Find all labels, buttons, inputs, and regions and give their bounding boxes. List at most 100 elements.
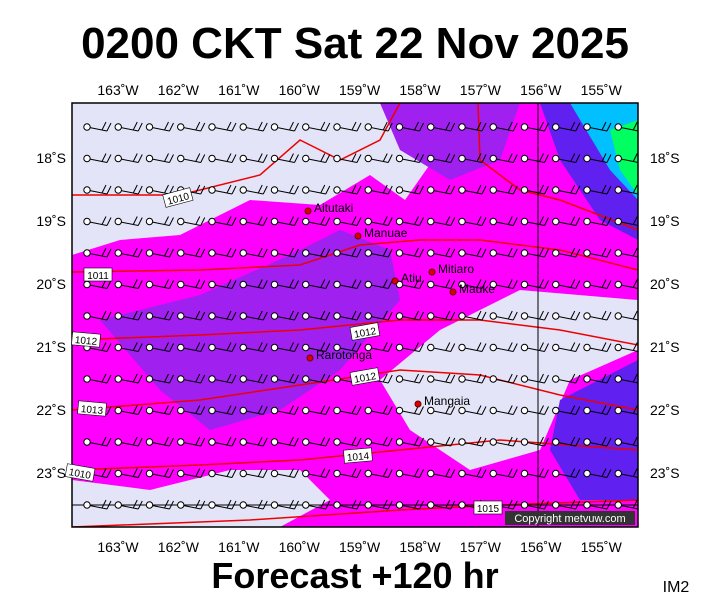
field-high [610, 120, 638, 195]
station [458, 217, 466, 226]
station [208, 469, 216, 478]
labels: 163˚W 163˚W 162˚W 162˚W 161˚W 161˚W 160˚W 160˚W… [36, 82, 679, 555]
station [177, 343, 185, 352]
station [114, 249, 122, 257]
station [145, 406, 154, 415]
station [552, 469, 560, 478]
station [552, 406, 560, 415]
station [458, 249, 466, 257]
station [614, 154, 622, 163]
station [177, 469, 185, 478]
station [208, 123, 216, 131]
place-name: Manuae [364, 226, 408, 240]
lat-label: 19˚S [36, 213, 66, 229]
isobar-label-text: 1014 [347, 451, 371, 464]
station [427, 406, 435, 415]
lon-label: 161˚W [218, 539, 260, 555]
station [520, 438, 529, 446]
station [489, 406, 497, 415]
station [364, 312, 372, 320]
station [427, 501, 435, 509]
station [145, 501, 154, 509]
isobar-label: 1010 [64, 463, 96, 482]
station [489, 469, 497, 478]
station [458, 280, 466, 289]
lon-label: 155˚W [581, 539, 623, 555]
lat-label: 18˚S [36, 150, 66, 166]
station [114, 186, 122, 194]
station [83, 249, 91, 257]
station [302, 469, 310, 478]
station [583, 501, 591, 509]
station [83, 375, 91, 383]
station [427, 469, 435, 478]
station [239, 375, 247, 383]
place-dot [304, 207, 312, 215]
isobar-label-text: 1012 [353, 326, 377, 341]
station [270, 217, 279, 226]
station [489, 217, 497, 226]
station [114, 343, 122, 352]
isobar-label: 1012 [71, 331, 101, 348]
station [114, 312, 122, 320]
station [83, 501, 91, 509]
title: 0200 CKT Sat 22 Nov 2025 [81, 19, 629, 68]
station [583, 406, 591, 415]
station [520, 343, 529, 352]
station [270, 438, 279, 446]
station [145, 280, 154, 289]
station [614, 501, 622, 509]
lon-label: 156˚W [520, 82, 562, 98]
station [520, 375, 529, 383]
station [239, 406, 247, 415]
lat-label: 19˚S [650, 213, 680, 229]
isobar-label: 1012 [349, 367, 381, 386]
station [489, 438, 497, 446]
station [302, 123, 310, 131]
isobar-label-text: 1015 [477, 504, 500, 515]
station [83, 154, 91, 163]
isobar-label-text: 1012 [353, 371, 377, 386]
place-dot [414, 400, 422, 408]
lat-label: 21˚S [36, 339, 66, 355]
station [364, 406, 372, 415]
isobar-label-box [83, 267, 113, 282]
station [302, 217, 310, 226]
station [395, 343, 404, 352]
station [83, 123, 91, 131]
lat-label: 22˚S [650, 402, 680, 418]
station [520, 469, 529, 478]
station [614, 186, 622, 194]
station [239, 249, 247, 257]
station [614, 217, 622, 226]
station [520, 123, 529, 131]
station [458, 186, 466, 194]
map-field [72, 103, 638, 527]
station [302, 406, 310, 415]
station [458, 154, 466, 163]
station [333, 123, 341, 131]
station [239, 438, 247, 446]
station [270, 249, 279, 257]
isobar-label-box [162, 187, 194, 208]
station [208, 186, 216, 194]
station [270, 406, 279, 415]
station [427, 154, 435, 163]
station [83, 186, 91, 194]
lon-label: 163˚W [97, 82, 139, 98]
lon-label: 159˚W [339, 82, 381, 98]
place-dot [428, 268, 436, 276]
lon-label: 155˚W [581, 82, 623, 98]
station [395, 312, 404, 320]
station [239, 501, 247, 509]
station [239, 154, 247, 163]
station [427, 343, 435, 352]
lon-label: 163˚W [97, 539, 139, 555]
station [302, 312, 310, 320]
lat-label: 23˚S [650, 465, 680, 481]
station [208, 406, 216, 415]
station [427, 280, 435, 289]
station [302, 438, 310, 446]
station [333, 438, 341, 446]
station [239, 186, 247, 194]
